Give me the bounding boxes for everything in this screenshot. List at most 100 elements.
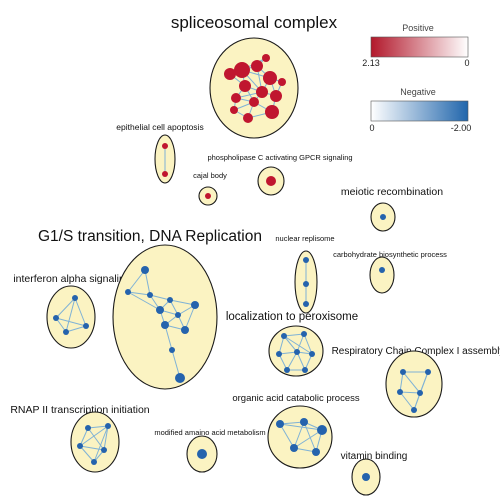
- network-node: [276, 420, 284, 428]
- network-node: [234, 62, 250, 78]
- cluster-boundary: [385, 350, 443, 418]
- network-edge: [144, 269, 151, 296]
- network-node: [181, 326, 189, 334]
- cluster-rnap2-initiation: [70, 411, 120, 473]
- cluster-boundary: [209, 37, 299, 139]
- network-node: [290, 444, 298, 452]
- network-node: [270, 90, 282, 102]
- network-edge: [79, 425, 109, 447]
- network-edge: [293, 429, 323, 449]
- network-edge: [79, 445, 105, 451]
- network-node: [284, 367, 290, 373]
- cluster-g1s-dna-replication: [112, 244, 218, 390]
- network-edge: [303, 421, 317, 453]
- network-edge: [79, 445, 95, 463]
- network-node: [303, 281, 309, 287]
- network-node: [400, 369, 406, 375]
- cluster-respiratory-chain: [385, 350, 443, 418]
- network-node: [85, 425, 91, 431]
- legend-negative-colorbar: [370, 100, 469, 122]
- network-node: [72, 295, 78, 301]
- network-edge: [127, 291, 151, 296]
- network-node: [167, 297, 173, 303]
- network-node: [224, 68, 236, 80]
- network-node: [175, 373, 185, 383]
- network-node: [105, 423, 111, 429]
- network-edge: [399, 391, 421, 394]
- cluster-plc-gpcr-signaling: [257, 166, 285, 196]
- label-rnap2-initiation: RNAP II transcription initiation: [10, 404, 149, 416]
- network-edge: [296, 351, 306, 371]
- cluster-boundary: [46, 285, 96, 349]
- network-node: [191, 301, 199, 309]
- network-node: [63, 329, 69, 335]
- cluster-interferon-alpha: [46, 285, 96, 349]
- cluster-nuclear-replisome: [294, 250, 318, 314]
- label-epithelial-cell-apoptosis: epithelial cell apoptosis: [116, 122, 203, 132]
- cluster-boundary: [369, 256, 395, 294]
- network-node: [91, 459, 97, 465]
- legend-negative-min: 0: [369, 123, 374, 133]
- network-edge: [283, 335, 313, 355]
- network-edge: [303, 333, 313, 355]
- network-node: [301, 331, 307, 337]
- network-node: [53, 315, 59, 321]
- network-edge: [399, 391, 415, 411]
- label-modified-amino-acid: modified amaino acid metabolism: [154, 428, 265, 437]
- label-carbohydrate-biosynthetic: carbohydrate biosynthetic process: [333, 250, 447, 259]
- network-node: [83, 323, 89, 329]
- network-edge: [402, 371, 421, 394]
- legend-positive-colorbar: [370, 36, 469, 58]
- network-edge: [164, 324, 173, 351]
- network-node: [309, 351, 315, 357]
- label-localization-peroxisome: localization to peroxisome: [226, 311, 358, 323]
- network-node: [302, 367, 308, 373]
- network-node: [162, 143, 168, 149]
- legend-positive: Positive 2.13 0: [362, 23, 469, 68]
- network-node: [147, 292, 153, 298]
- cluster-cajal-body: [198, 186, 218, 206]
- network-node: [317, 425, 327, 435]
- network-node: [162, 171, 168, 177]
- network-edge: [293, 421, 305, 449]
- network-edge: [103, 425, 109, 451]
- network-node: [281, 333, 287, 339]
- network-edge: [65, 325, 87, 333]
- network-edge: [93, 425, 109, 463]
- network-edge: [279, 423, 295, 449]
- cluster-carbohydrate-biosynthetic: [369, 256, 395, 294]
- legend-negative-title: Negative: [400, 87, 436, 97]
- network-node: [265, 105, 279, 119]
- network-edge: [279, 423, 323, 431]
- label-plc-gpcr-signaling: phospholipase C activating GPCR signalin…: [207, 153, 352, 162]
- network-node: [266, 176, 276, 186]
- network-edge: [127, 269, 146, 293]
- label-meiotic-recombination: meiotic recombination: [341, 186, 443, 198]
- network-edge: [184, 304, 196, 331]
- network-node: [276, 351, 282, 357]
- label-vitamin-binding: vitamin binding: [341, 451, 408, 462]
- network-node: [231, 93, 241, 103]
- network-node: [249, 97, 259, 107]
- label-spliceosomal-complex: spliceosomal complex: [171, 13, 338, 32]
- label-nuclear-replisome: nuclear replisome: [275, 234, 334, 243]
- network-node: [169, 347, 175, 353]
- network-node: [156, 306, 164, 314]
- network-node: [278, 78, 286, 86]
- network-edge: [169, 299, 196, 306]
- legend-positive-title: Positive: [402, 23, 434, 33]
- cluster-vitamin-binding: [351, 458, 381, 496]
- network-node: [256, 86, 268, 98]
- network-node: [417, 390, 423, 396]
- cluster-meiotic-recombination: [370, 202, 396, 232]
- network-node: [101, 447, 107, 453]
- label-g1s-dna-replication: G1/S transition, DNA Replication: [38, 228, 262, 245]
- network-node: [243, 113, 253, 123]
- network-node: [175, 312, 181, 318]
- network-node: [397, 389, 403, 395]
- network-node: [411, 407, 417, 413]
- network-node: [263, 71, 277, 85]
- cluster-modified-amino-acid: [186, 435, 218, 473]
- network-node: [205, 193, 211, 199]
